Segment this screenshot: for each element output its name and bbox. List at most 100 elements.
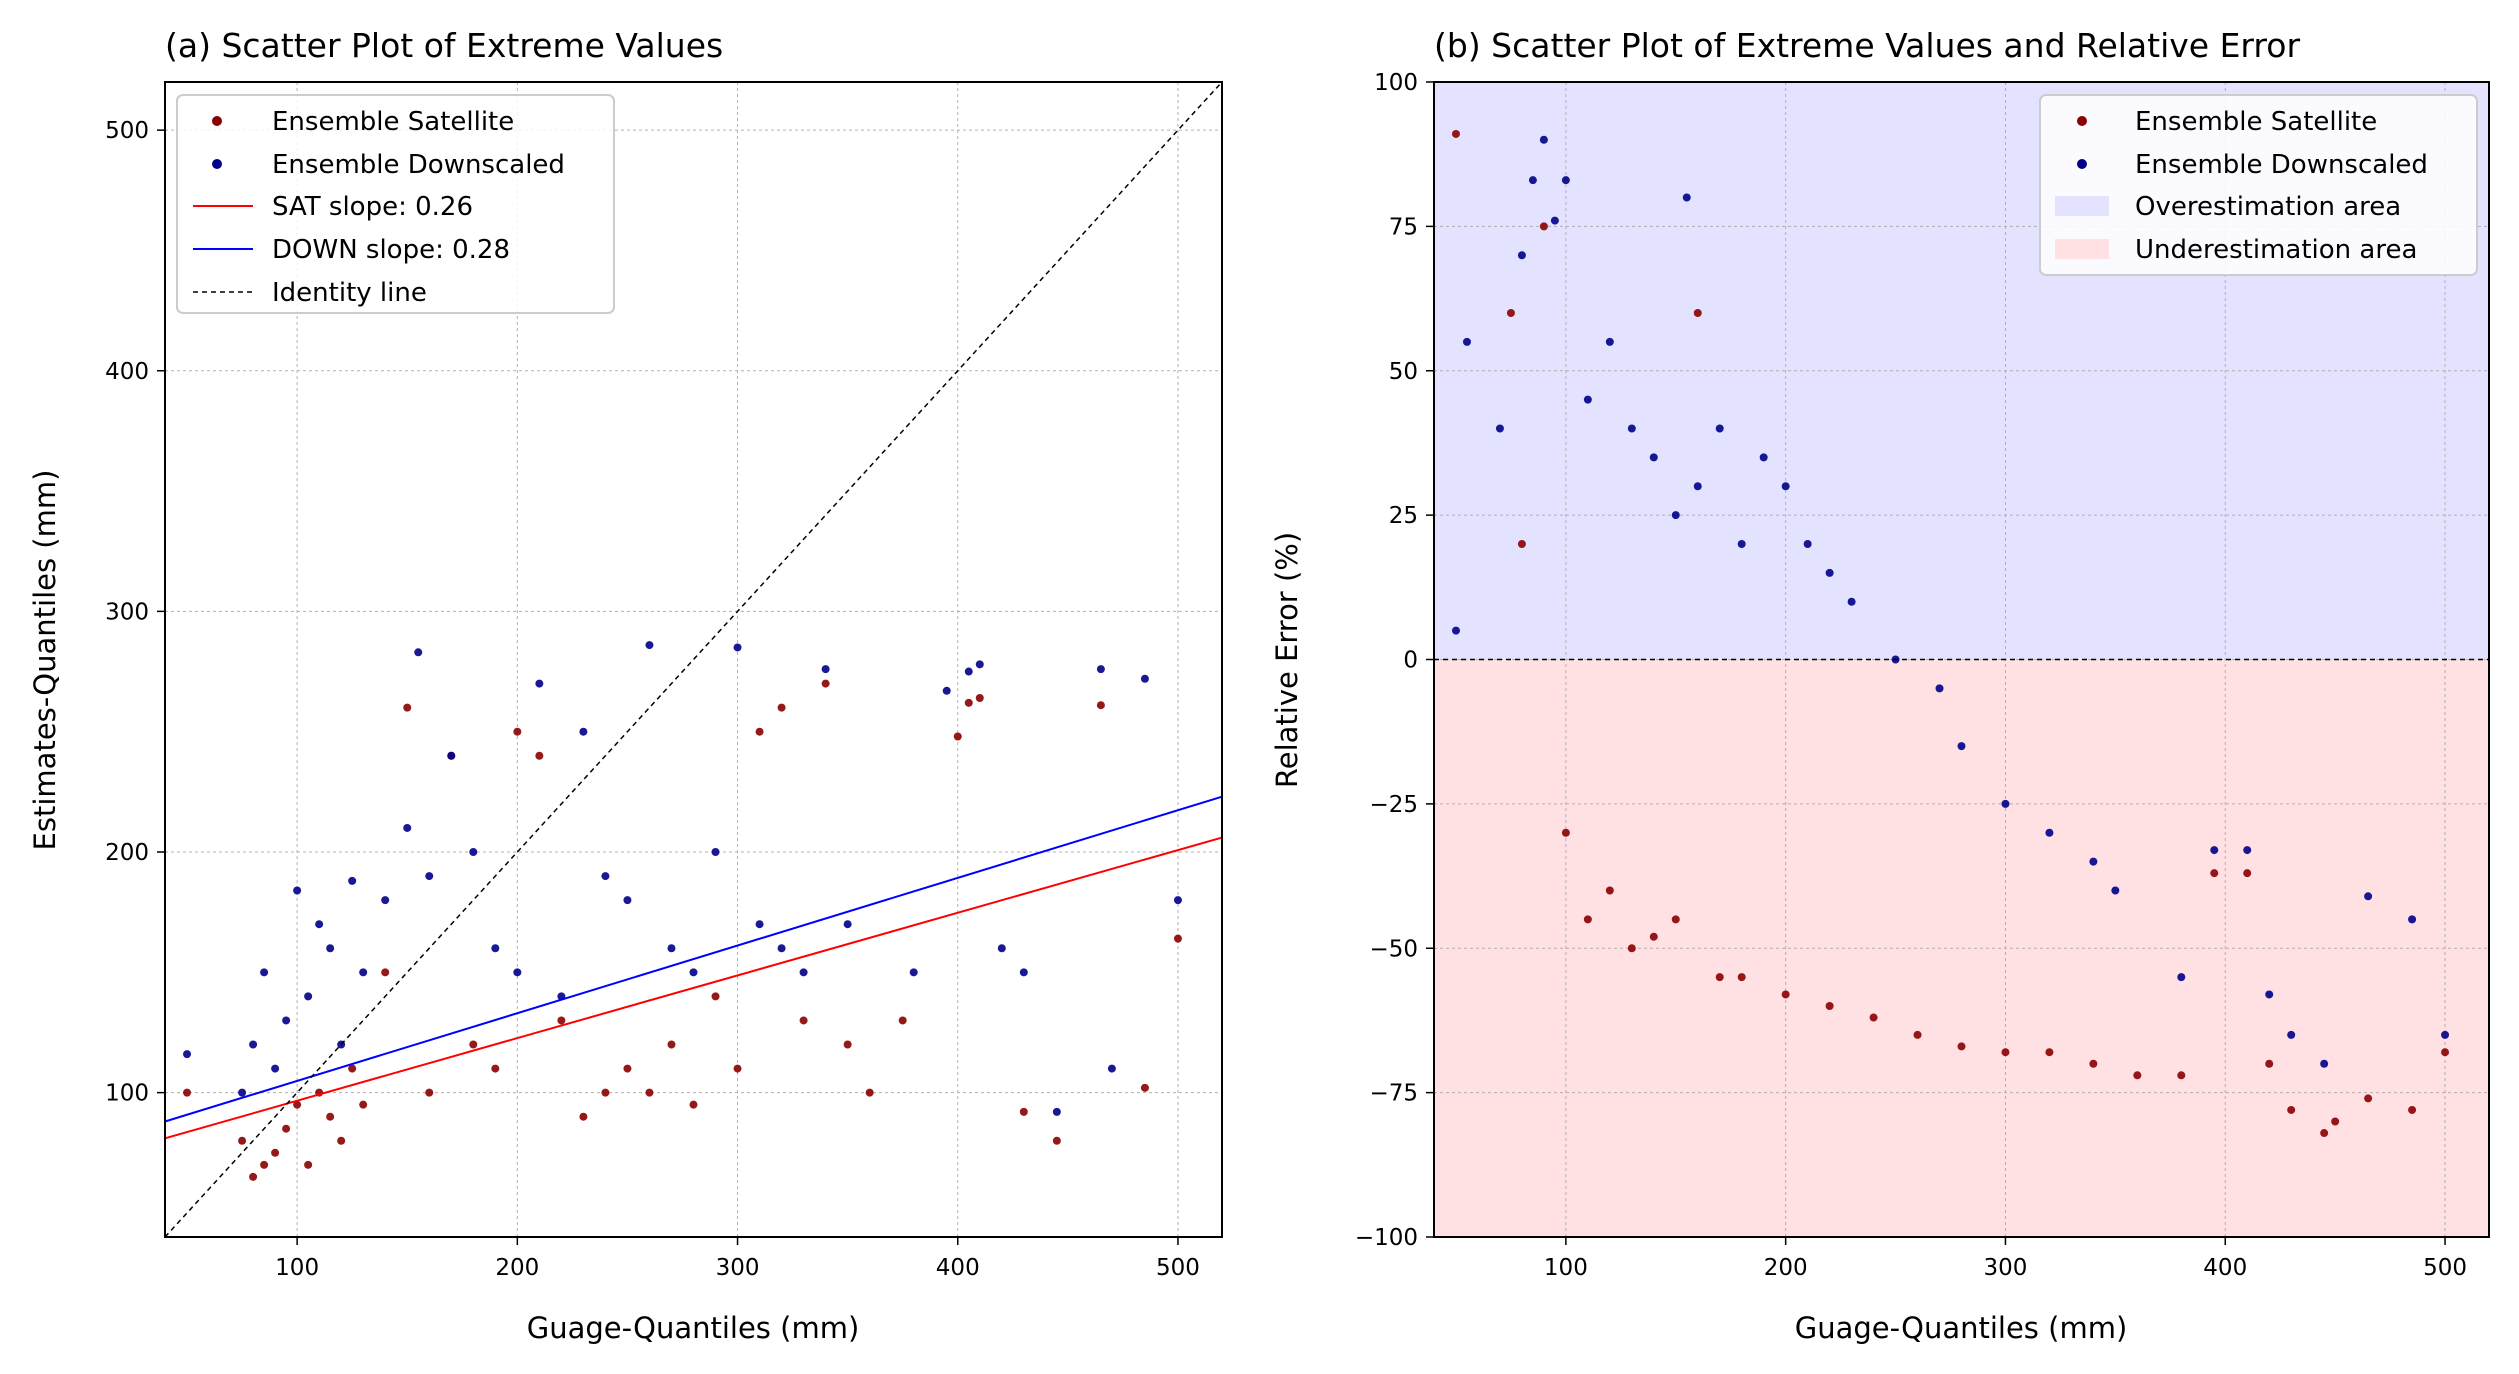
point-downscaled <box>1517 251 1526 260</box>
point-satellite <box>2287 1105 2296 1114</box>
point-downscaled <box>623 896 632 905</box>
legend-b-under-label: Underestimation area <box>2135 235 2417 265</box>
legend-a-sat-line-label: SAT slope: 0.26 <box>272 192 473 222</box>
point-downscaled <box>1715 424 1724 433</box>
point-satellite <box>1649 932 1658 941</box>
point-satellite <box>304 1160 313 1169</box>
point-satellite <box>2408 1105 2417 1114</box>
point-downscaled <box>1140 674 1149 683</box>
point-downscaled <box>1759 453 1768 462</box>
point-satellite <box>348 1064 357 1073</box>
point-satellite <box>1173 934 1182 943</box>
point-satellite <box>535 751 544 760</box>
point-downscaled <box>1462 337 1471 346</box>
point-downscaled <box>2045 828 2054 837</box>
point-downscaled <box>667 944 676 953</box>
point-downscaled <box>1605 337 1614 346</box>
x-tick-label: 400 <box>936 1255 980 1281</box>
point-downscaled <box>1935 684 1944 693</box>
point-downscaled <box>2408 915 2417 924</box>
point-downscaled <box>260 968 269 977</box>
point-downscaled <box>1693 482 1702 491</box>
point-satellite <box>2089 1059 2098 1068</box>
point-satellite <box>1627 944 1636 953</box>
point-satellite <box>821 679 830 688</box>
point-satellite <box>1561 828 1570 837</box>
x-tick-label: 200 <box>1764 1255 1808 1281</box>
point-downscaled <box>1627 424 1636 433</box>
point-downscaled <box>2111 886 2120 895</box>
point-satellite <box>1451 129 1460 138</box>
point-downscaled <box>733 643 742 652</box>
point-downscaled <box>2177 973 2186 982</box>
point-satellite <box>2265 1059 2274 1068</box>
panel-a-y-label: Estimates-Quantiles (mm) <box>28 470 62 851</box>
point-satellite <box>2243 869 2252 878</box>
legend-b-downscaled-marker <box>2077 159 2087 169</box>
point-downscaled <box>1096 665 1105 674</box>
point-downscaled <box>425 872 434 881</box>
point-downscaled <box>1495 424 1504 433</box>
point-downscaled <box>282 1016 291 1025</box>
y-tick-label: 400 <box>105 359 149 385</box>
point-downscaled <box>2210 846 2219 855</box>
point-satellite <box>689 1100 698 1109</box>
point-downscaled <box>2441 1030 2450 1039</box>
point-satellite <box>1583 915 1592 924</box>
point-downscaled <box>1173 896 1182 905</box>
point-satellite <box>2045 1048 2054 1057</box>
point-satellite <box>2177 1071 2186 1080</box>
point-satellite <box>1781 990 1790 999</box>
point-downscaled <box>777 944 786 953</box>
legend-a-downscaled-marker <box>212 159 222 169</box>
point-satellite <box>359 1100 368 1109</box>
point-satellite <box>2441 1048 2450 1057</box>
point-satellite <box>667 1040 676 1049</box>
point-satellite <box>337 1136 346 1145</box>
point-satellite <box>381 968 390 977</box>
point-satellite <box>1869 1013 1878 1022</box>
legend-a-down-line-label: DOWN slope: 0.28 <box>272 235 510 265</box>
point-satellite <box>755 727 764 736</box>
point-downscaled <box>1561 176 1570 185</box>
point-downscaled <box>975 660 984 669</box>
point-satellite <box>711 992 720 1001</box>
point-satellite <box>2320 1129 2329 1138</box>
point-downscaled <box>238 1088 247 1097</box>
x-tick-label: 500 <box>2423 1255 2467 1281</box>
point-downscaled <box>2265 990 2274 999</box>
point-downscaled <box>183 1050 192 1059</box>
point-satellite <box>843 1040 852 1049</box>
x-tick-label: 100 <box>275 1255 319 1281</box>
point-satellite <box>1671 915 1680 924</box>
x-tick-label: 300 <box>1984 1255 2028 1281</box>
point-downscaled <box>1671 511 1680 520</box>
y-tick-label: 50 <box>1389 359 1418 385</box>
point-satellite <box>1737 973 1746 982</box>
point-satellite <box>238 1136 247 1145</box>
point-downscaled <box>1019 968 1028 977</box>
point-downscaled <box>2001 799 2010 808</box>
point-satellite <box>799 1016 808 1025</box>
point-downscaled <box>403 823 412 832</box>
point-downscaled <box>1550 216 1559 225</box>
panel-b-ticks: 100 200 300 400 500 −100 −75 −50 −25 0 25 50 75 100 <box>1355 70 2467 1281</box>
point-satellite <box>865 1088 874 1097</box>
point-downscaled <box>755 920 764 929</box>
panel-a: (a) Scatter Plot of Extreme Values 100 20… <box>28 26 1223 1345</box>
point-downscaled <box>304 992 313 1001</box>
panel-b: (b) Scatter Plot of Extreme Values and R… <box>1270 26 2490 1345</box>
point-satellite <box>1019 1107 1028 1116</box>
point-downscaled <box>2287 1030 2296 1039</box>
legend-a-downscaled-label: Ensemble Downscaled <box>272 150 565 180</box>
point-satellite <box>271 1148 280 1157</box>
point-satellite <box>491 1064 500 1073</box>
point-downscaled <box>1957 742 1966 751</box>
point-satellite <box>425 1088 434 1097</box>
point-satellite <box>557 1016 566 1025</box>
point-downscaled <box>1737 540 1746 548</box>
point-downscaled <box>271 1064 280 1073</box>
point-downscaled <box>293 886 302 895</box>
point-satellite <box>2001 1048 2010 1057</box>
